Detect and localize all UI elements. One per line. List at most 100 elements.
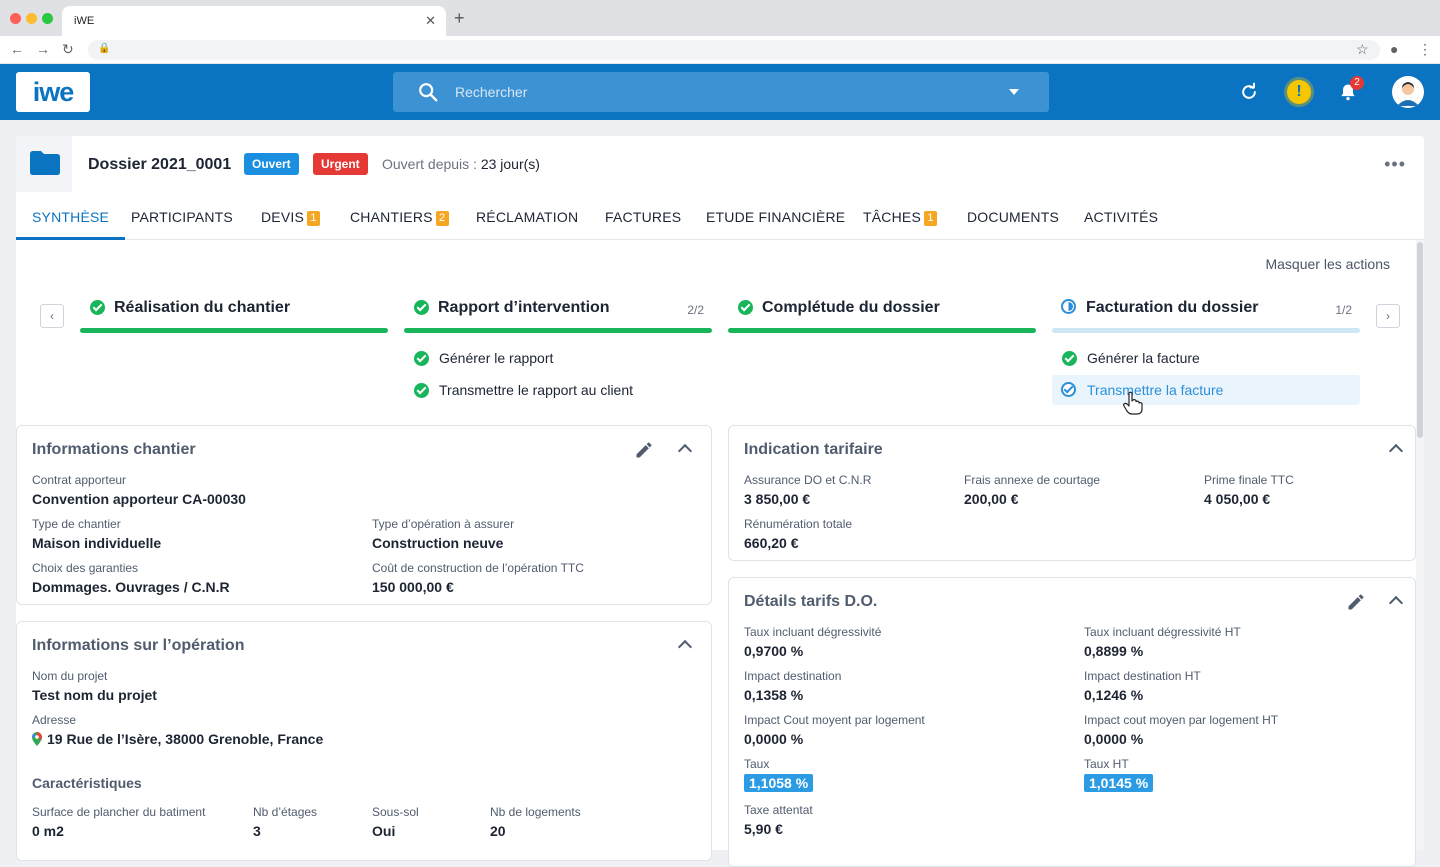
- address-bar[interactable]: 🔒: [88, 40, 1380, 60]
- step-subtask[interactable]: Générer la facture: [1052, 343, 1360, 373]
- edit-pencil-icon[interactable]: [634, 440, 654, 460]
- field-label: Rénumération totale: [744, 517, 853, 531]
- step-completude[interactable]: Complétude du dossier: [728, 298, 1036, 333]
- dossier-tabs: SYNTHÈSE PARTICIPANTS DEVIS 1 CHANTIERS 2 …: [16, 196, 1424, 240]
- forward-icon[interactable]: →: [36, 41, 50, 57]
- folder-icon: [30, 151, 60, 175]
- field-label: Impact destination HT: [1084, 669, 1201, 683]
- scrollbar-thumb[interactable]: [1417, 242, 1423, 438]
- step-progress-bar: [404, 328, 712, 333]
- browser-tab-title: iWE: [74, 15, 95, 27]
- field-value: 3 850,00 €: [744, 491, 811, 507]
- field-value: 0,0000 %: [1084, 731, 1144, 747]
- tab-devis[interactable]: DEVIS 1: [261, 196, 321, 240]
- back-icon[interactable]: ←: [10, 41, 24, 57]
- tab-count-badge: 1: [924, 211, 937, 226]
- tab-etude-financiere[interactable]: ETUDE FINANCIÈRE: [706, 196, 845, 240]
- edit-pencil-icon[interactable]: [1346, 592, 1366, 612]
- profile-icon[interactable]: ●: [1390, 41, 1399, 57]
- app-logo[interactable]: iwe: [16, 72, 90, 112]
- bookmark-star-icon[interactable]: ☆: [1356, 41, 1369, 57]
- step-facturation[interactable]: Facturation du dossier 1/2 Générer la fac…: [1052, 298, 1360, 405]
- collapse-chevron-icon[interactable]: [677, 639, 693, 655]
- field-label: Nom du projet: [32, 669, 108, 683]
- minimize-window-icon[interactable]: [26, 13, 37, 24]
- field-label: Impact destination: [744, 669, 842, 683]
- step-count: 2/2: [687, 303, 704, 317]
- tab-taches[interactable]: TÂCHES 1: [863, 196, 937, 240]
- field-value: 200,00 €: [964, 491, 1019, 507]
- address-value[interactable]: 19 Rue de l’Isère, 38000 Grenoble, Franc…: [32, 731, 323, 747]
- tab-count-badge: 2: [435, 211, 449, 226]
- close-tab-icon[interactable]: ✕: [425, 13, 436, 28]
- field-label: Taux incluant dégressivité: [744, 625, 882, 639]
- taux-tag: 1,1058 %: [744, 774, 814, 792]
- hide-actions-link[interactable]: Masquer les actions: [1265, 256, 1390, 272]
- step-subtask[interactable]: Générer le rapport: [404, 343, 712, 373]
- scrollbar[interactable]: [1416, 240, 1424, 850]
- collapse-chevron-icon[interactable]: [1388, 443, 1404, 459]
- open-since-label: Ouvert depuis :: [382, 156, 477, 172]
- check-circle-icon: [414, 300, 429, 315]
- user-avatar-icon: [1397, 82, 1419, 106]
- taux-ht-tag: 1,0145 %: [1084, 774, 1154, 792]
- tab-documents[interactable]: DOCUMENTS: [967, 196, 1059, 240]
- subtask-label: Transmettre le rapport au client: [439, 382, 634, 398]
- field-value: 0,9700 %: [744, 643, 804, 659]
- steps-next-button[interactable]: ›: [1376, 304, 1400, 328]
- tab-activites[interactable]: ACTIVITÉS: [1084, 196, 1158, 240]
- field-label: Taux incluant dégressivité HT: [1084, 625, 1241, 639]
- notifications-button[interactable]: 2: [1332, 76, 1364, 108]
- avatar: [1392, 76, 1424, 108]
- field-label: Sous-sol: [372, 805, 419, 819]
- field-label: Prime finale TTC: [1204, 473, 1294, 487]
- search-bar[interactable]: [393, 72, 1049, 112]
- browser-tab[interactable]: iWE ✕: [62, 6, 446, 36]
- tab-participants[interactable]: PARTICIPANTS: [131, 196, 233, 240]
- field-value: Convention apporteur CA-00030: [32, 491, 246, 507]
- user-avatar-button[interactable]: [1392, 76, 1424, 108]
- collapse-chevron-icon[interactable]: [1388, 595, 1404, 611]
- browser-tab-strip: iWE ✕ +: [0, 0, 1440, 36]
- refresh-icon: [1242, 82, 1256, 99]
- more-options-icon[interactable]: •••: [1384, 154, 1406, 174]
- reload-icon[interactable]: ↻: [62, 41, 74, 57]
- refresh-button[interactable]: [1233, 76, 1265, 108]
- panel-title: Informations sur l’opération: [32, 637, 245, 654]
- step-title: Rapport d’intervention: [438, 299, 610, 316]
- field-value: 150 000,00 €: [372, 579, 454, 595]
- search-dropdown-icon[interactable]: [1009, 89, 1019, 95]
- step-rapport[interactable]: Rapport d’intervention 2/2 Générer le rap…: [404, 298, 712, 398]
- step-title: Facturation du dossier: [1086, 299, 1259, 316]
- tab-synthese[interactable]: SYNTHÈSE: [16, 196, 126, 240]
- steps-prev-button[interactable]: ‹: [40, 304, 64, 328]
- warning-button[interactable]: !: [1283, 76, 1315, 108]
- collapse-chevron-icon[interactable]: [677, 443, 693, 459]
- step-realisation[interactable]: Réalisation du chantier: [80, 298, 388, 333]
- tab-factures[interactable]: FACTURES: [605, 196, 681, 240]
- step-title: Réalisation du chantier: [114, 299, 291, 316]
- field-label: Choix des garanties: [32, 561, 139, 575]
- zoom-window-icon[interactable]: [42, 13, 53, 24]
- field-label: Type d’opération à assurer: [372, 517, 515, 531]
- panel-title: Indication tarifaire: [744, 441, 883, 458]
- field-value: 660,20 €: [744, 535, 799, 551]
- field-value: 5,90 €: [744, 821, 783, 837]
- check-circle-icon: [1062, 351, 1077, 366]
- browser-menu-icon[interactable]: ⋮: [1418, 41, 1432, 57]
- close-window-icon[interactable]: [10, 13, 21, 24]
- tab-chantiers[interactable]: CHANTIERS 2: [350, 196, 449, 240]
- new-tab-icon[interactable]: +: [454, 8, 465, 28]
- tab-count-badge: 1: [307, 211, 321, 226]
- field-value: Oui: [372, 823, 396, 839]
- step-subtask[interactable]: Transmettre le rapport au client: [404, 375, 712, 405]
- step-subtask-active[interactable]: Transmettre la facture: [1052, 375, 1360, 405]
- panel-informations-operation: Informations sur l’opération Nom du proj…: [16, 621, 712, 861]
- map-pin-icon: [32, 732, 42, 746]
- field-label: Taxe attentat: [744, 803, 813, 817]
- field-label: Type de chantier: [32, 517, 121, 531]
- tab-reclamation[interactable]: RÉCLAMATION: [476, 196, 578, 240]
- search-input[interactable]: [455, 72, 995, 112]
- field-label: Taux HT: [1084, 757, 1129, 771]
- field-value: 0,8899 %: [1084, 643, 1144, 659]
